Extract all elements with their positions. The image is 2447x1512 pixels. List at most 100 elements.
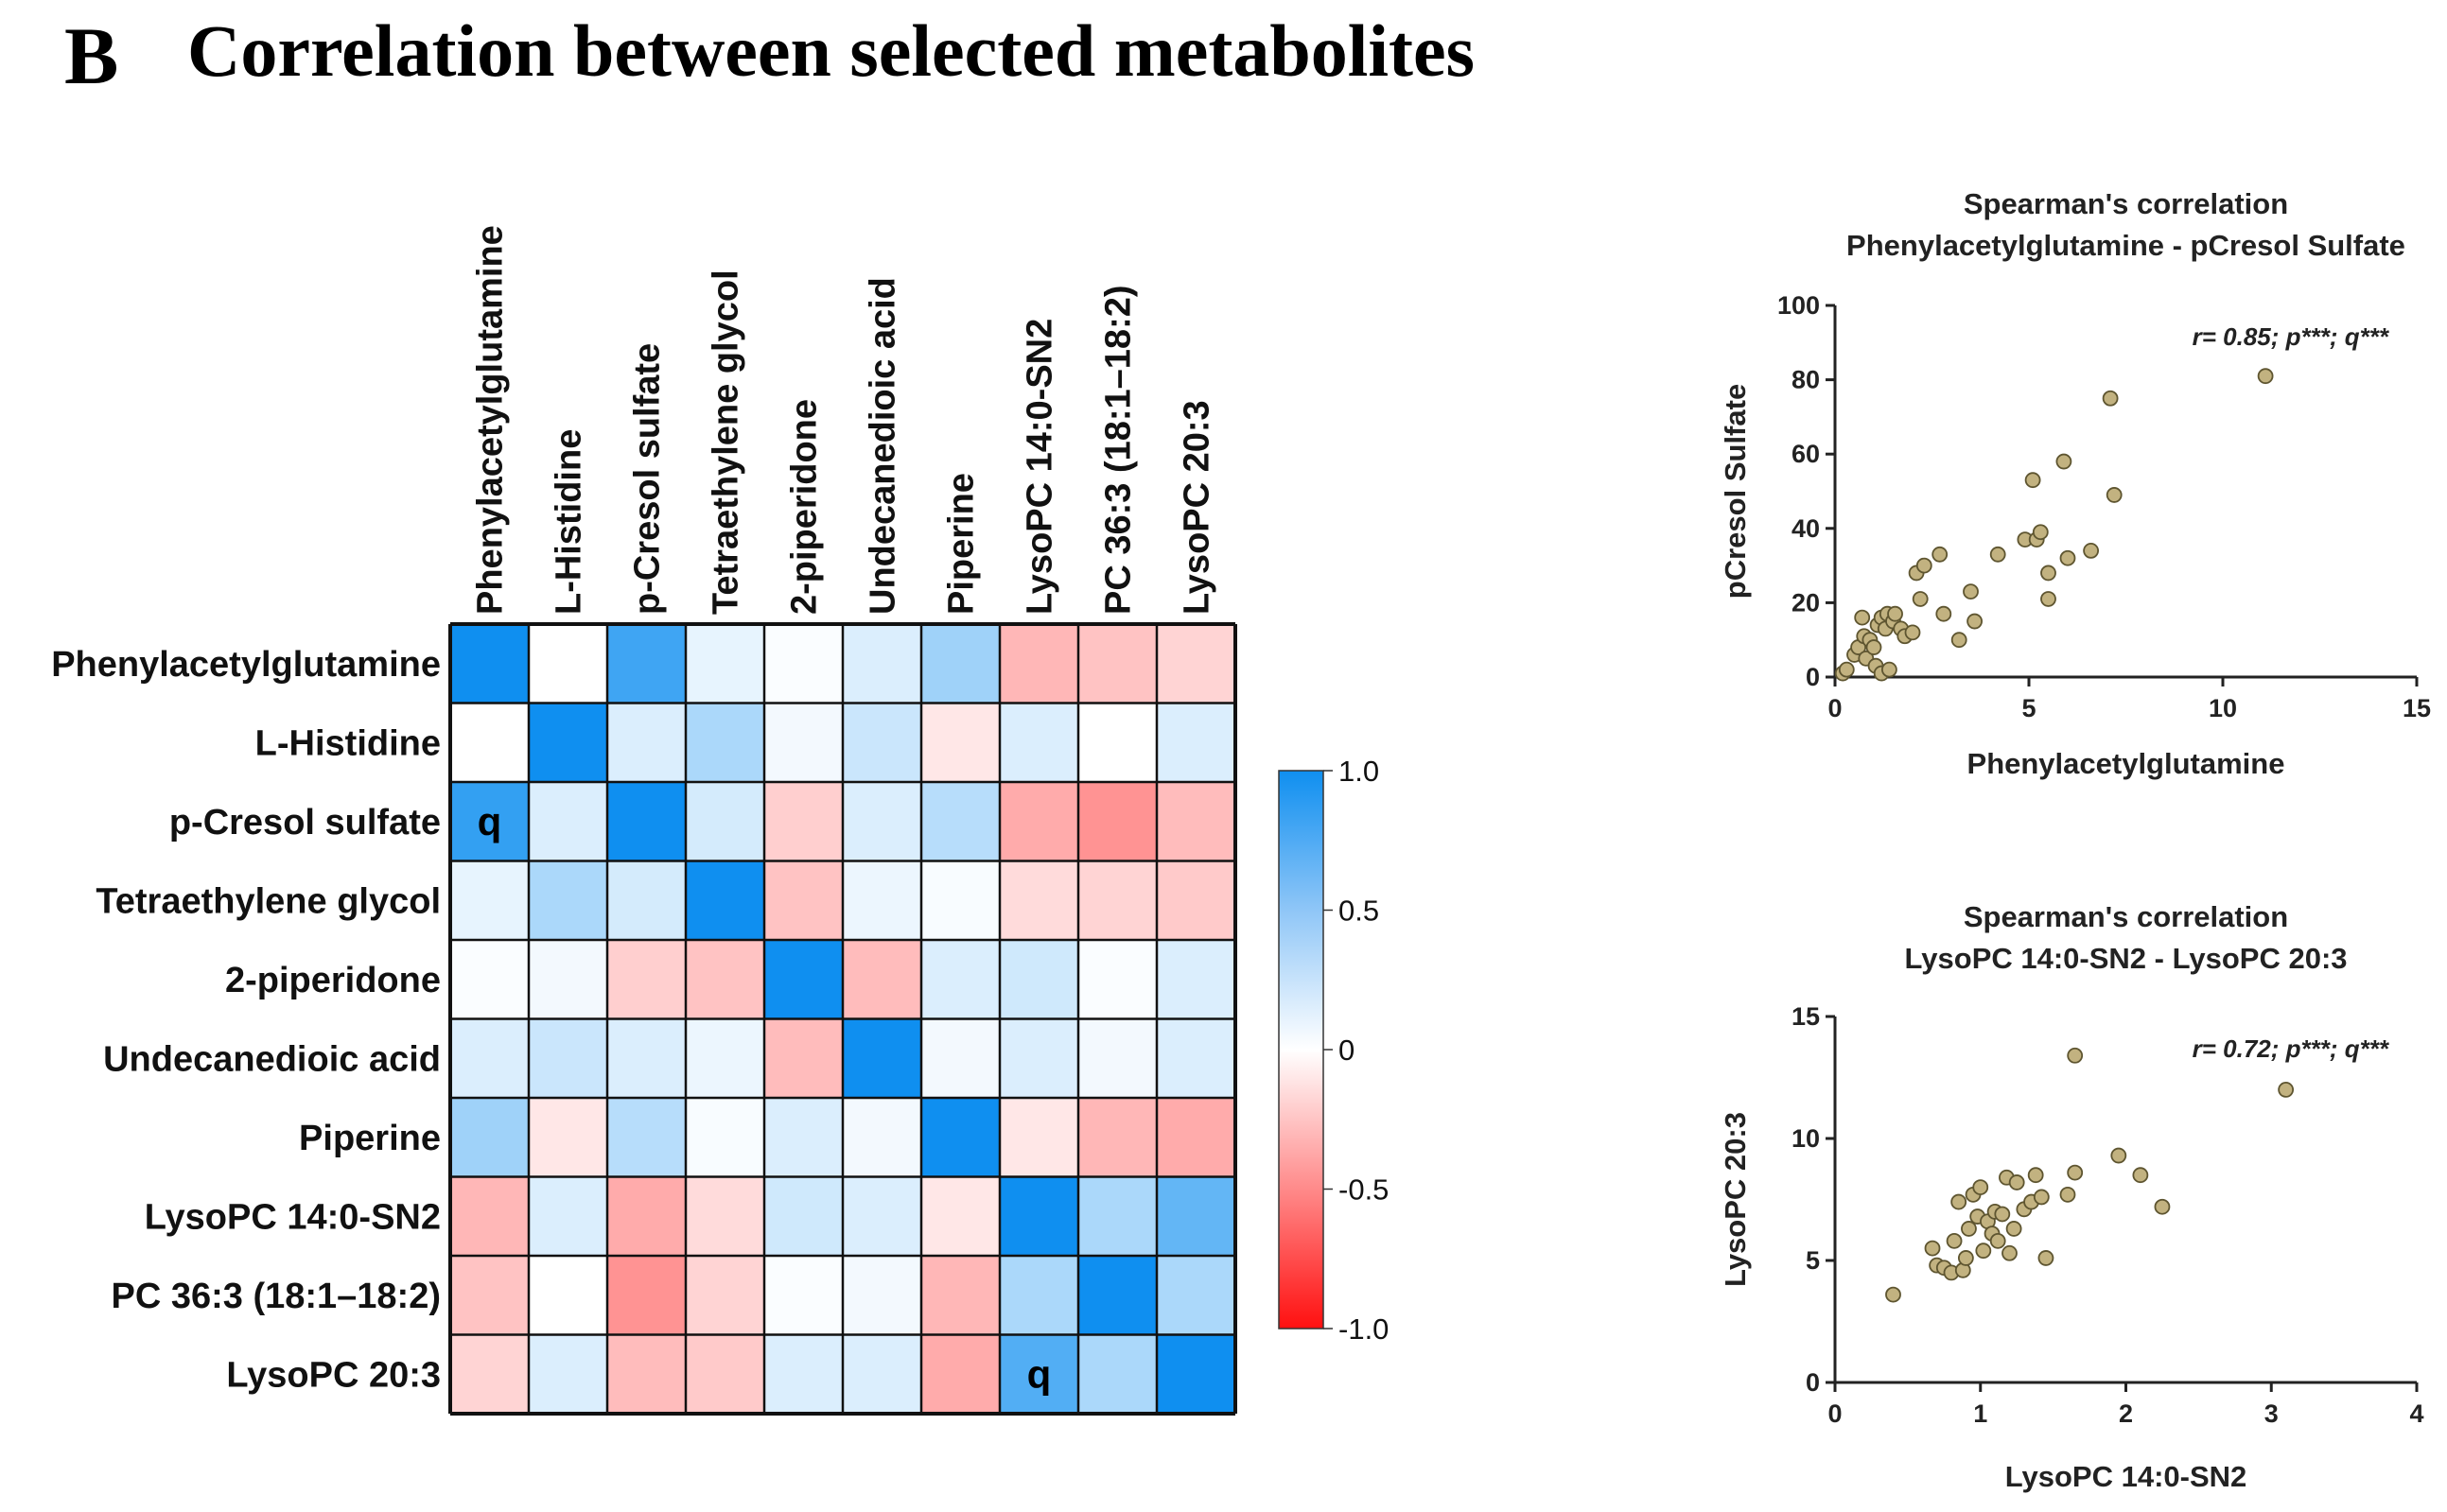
scatter-point <box>1966 613 1984 630</box>
heatmap-cell <box>686 1334 764 1414</box>
heatmap-cell <box>843 860 921 940</box>
heatmap-cell <box>843 1176 921 1256</box>
heatmap-cell <box>1157 1256 1235 1335</box>
scatter-point <box>2067 1164 2084 1181</box>
heatmap-row-label: Phenylacetylglutamine <box>51 645 441 685</box>
heatmap-cell <box>450 1256 529 1335</box>
scatter-point <box>1885 1286 1901 1303</box>
heatmap-cell <box>529 1018 607 1098</box>
y-tick-label: 15 <box>1792 1002 1820 1031</box>
heatmap-cell <box>607 1334 686 1414</box>
heatmap-column-label: L-Histidine <box>550 429 589 615</box>
scatter-point <box>2059 549 2076 566</box>
heatmap-colorbar: 1.0 0.5 0 -0.5 -1.0 <box>1278 755 1389 1346</box>
scatter-point <box>2027 1167 2044 1184</box>
scatter-point <box>2110 1147 2127 1164</box>
y-tick-label: 0 <box>1806 1368 1820 1397</box>
scatter-point <box>2040 565 2056 582</box>
heatmap-row-label: L-Histidine <box>255 723 441 763</box>
scatter-point <box>2032 524 2049 541</box>
heatmap-cell <box>529 703 607 782</box>
heatmap-cell <box>450 1098 529 1177</box>
scatter-point <box>2059 1186 2076 1203</box>
heatmap-row-label: LysoPC 20:3 <box>226 1355 441 1395</box>
x-tick-label: 3 <box>2264 1399 2279 1428</box>
scatter-point <box>1961 1221 1977 1237</box>
heatmap-column-label: Phenylacetylglutamine <box>471 225 511 615</box>
heatmap-cell <box>764 1018 843 1098</box>
heatmap-row-label: p-Cresol sulfate <box>169 803 441 843</box>
y-tick-label: 80 <box>1792 366 1820 394</box>
scatter-point <box>1946 1232 1963 1249</box>
heatmap-cell <box>1078 703 1157 782</box>
significance-marker: q <box>478 799 502 843</box>
y-tick-label: 0 <box>1806 663 1820 691</box>
scatter-point <box>1994 1206 2011 1223</box>
colorbar-tick-label: 0.5 <box>1338 895 1379 928</box>
heatmap-cell <box>1157 860 1235 940</box>
x-axis-label: Phenylacetylglutamine <box>1967 747 2285 780</box>
significance-marker: q <box>1027 1351 1052 1396</box>
scatter-plot-pag-pcresol: Spearman's correlation Phenylacetylglutam… <box>1719 187 2431 780</box>
heatmap-cell <box>921 624 1000 704</box>
heatmap-cell <box>686 624 764 704</box>
colorbar-tick-label: 1.0 <box>1338 755 1379 788</box>
scatter-point <box>1989 1232 2006 1249</box>
heatmap-cell <box>1078 1256 1157 1335</box>
heatmap-cell <box>1157 624 1235 704</box>
x-tick-label: 1 <box>1973 1399 1987 1428</box>
heatmap-cell <box>450 860 529 940</box>
heatmap-cell <box>1078 940 1157 1019</box>
heatmap-cell <box>450 782 529 861</box>
scatter-point <box>1904 624 1921 641</box>
correlation-annotation: r= 0.85; p***; q*** <box>2193 322 2390 351</box>
scatter-title: Spearman's correlation <box>1964 900 2288 933</box>
heatmap-cell <box>1000 1018 1078 1098</box>
scatter-point <box>2278 1082 2295 1098</box>
heatmap-cell <box>764 940 843 1019</box>
scatter-point <box>2154 1198 2171 1215</box>
figure-title: Correlation between selected metabolites <box>187 9 1475 92</box>
heatmap-cell <box>764 624 843 704</box>
x-tick-label: 0 <box>1827 1399 1842 1428</box>
y-tick-label: 20 <box>1792 588 1820 617</box>
scatter-point <box>1887 605 1903 622</box>
colorbar-tick-label: -0.5 <box>1338 1173 1389 1207</box>
heatmap-cell <box>529 940 607 1019</box>
heatmap-cell <box>921 1018 1000 1098</box>
y-tick-label: 10 <box>1792 1124 1820 1153</box>
scatter-point <box>2024 472 2041 489</box>
heatmap-cell <box>686 1256 764 1335</box>
heatmap-row-labels: Phenylacetylglutamine L-Histidine p-Cresol… <box>51 645 441 1396</box>
heatmap-cells <box>450 624 1235 1414</box>
heatmap-cell <box>843 1018 921 1098</box>
heatmap-column-label: PC 36:3 (18:1–18:2) <box>1099 285 1139 615</box>
heatmap-row-label: Piperine <box>299 1119 441 1158</box>
scatter-title: Spearman's correlation <box>1964 187 2288 220</box>
scatter-point <box>2001 1244 2018 1261</box>
scatter-point <box>1989 546 2006 563</box>
scatter-point <box>1975 1243 1992 1260</box>
heatmap-cell <box>686 860 764 940</box>
scatter-point <box>2102 390 2119 407</box>
heatmap-cell <box>1078 1334 1157 1414</box>
heatmap-cell <box>843 1098 921 1177</box>
heatmap-cell <box>607 1256 686 1335</box>
scatter-point <box>1838 661 1855 678</box>
heatmap-row-label: LysoPC 14:0-SN2 <box>145 1197 441 1237</box>
heatmap-cell <box>921 703 1000 782</box>
heatmap-cell <box>764 703 843 782</box>
heatmap-column-label: LysoPC 20:3 <box>1178 400 1217 615</box>
scatter-point <box>1912 591 1929 607</box>
heatmap-cell <box>450 624 529 704</box>
heatmap-cell <box>1157 1176 1235 1256</box>
scatter-point <box>1957 1250 1974 1266</box>
heatmap-cell <box>529 1334 607 1414</box>
scatter-point <box>2067 1047 2084 1064</box>
heatmap-cell <box>1000 1256 1078 1335</box>
heatmap-cell <box>607 1018 686 1098</box>
heatmap-cell <box>1000 860 1078 940</box>
scatter-point <box>2083 542 2100 559</box>
colorbar-tick-label: 0 <box>1338 1034 1355 1067</box>
heatmap-cell <box>1000 624 1078 704</box>
